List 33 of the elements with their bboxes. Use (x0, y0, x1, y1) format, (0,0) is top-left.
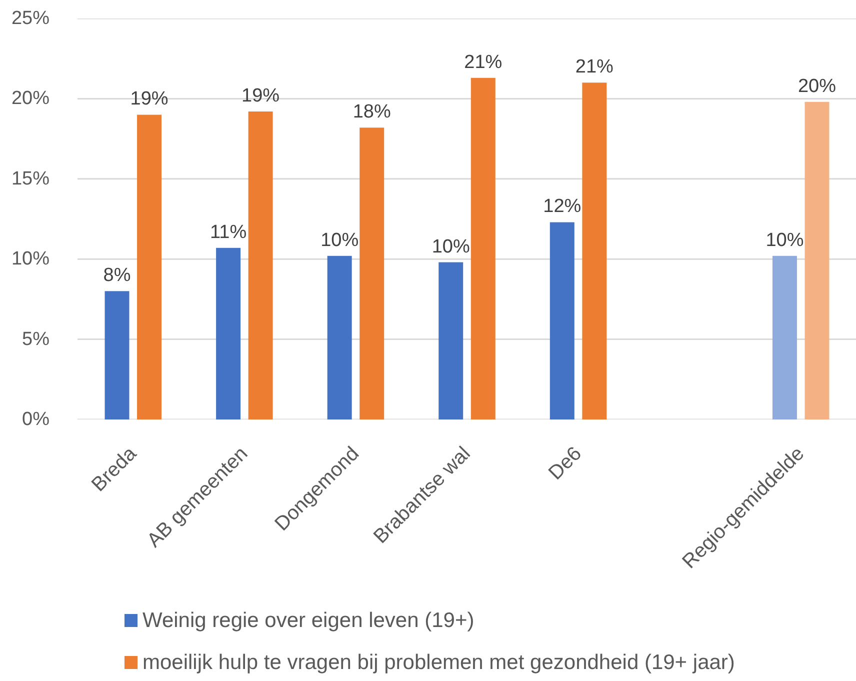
legend-label: moeilijk hulp te vragen bij problemen met gezondheid (19+ jaar) (142, 651, 735, 674)
data-label: 19% (242, 86, 280, 107)
data-label: 12% (543, 196, 582, 218)
bar (327, 256, 352, 420)
y-tick-label: 15% (11, 168, 50, 190)
x-tick-label: De6 (544, 442, 586, 484)
y-tick-label: 0% (22, 409, 50, 430)
data-label: 10% (320, 230, 359, 251)
y-tick-label: 10% (11, 248, 50, 270)
data-label: 20% (798, 76, 836, 97)
data-label: 21% (464, 52, 502, 73)
bar (360, 128, 384, 420)
bar (438, 262, 464, 420)
data-label: 21% (575, 56, 614, 78)
bar (104, 291, 130, 420)
bar (804, 102, 830, 420)
data-label: 10% (432, 236, 470, 258)
bar (772, 256, 797, 420)
bar (550, 222, 574, 420)
data-label: 10% (766, 230, 804, 251)
y-tick-label: 25% (11, 8, 50, 29)
bar (137, 114, 162, 420)
y-tick-label: 20% (11, 88, 50, 110)
bar (470, 78, 496, 420)
data-label: 11% (210, 222, 247, 243)
legend-label: Weinig regie over eigen leven (19+) (142, 609, 474, 632)
y-tick-label: 5% (22, 328, 50, 350)
data-label: 19% (130, 88, 168, 110)
data-label: 18% (352, 102, 391, 123)
data-label: 8% (103, 265, 131, 286)
bar (248, 112, 273, 420)
bar (216, 248, 241, 420)
bar (582, 82, 607, 420)
